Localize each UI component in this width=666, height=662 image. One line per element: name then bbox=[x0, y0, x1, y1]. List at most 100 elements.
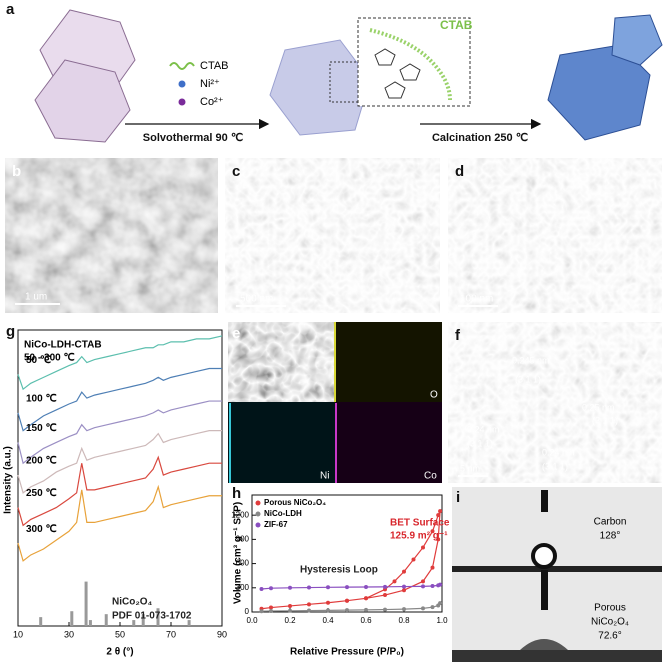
point bbox=[392, 579, 397, 584]
panel-e: e O Ni Co bbox=[228, 322, 442, 483]
legend-label: CTAB bbox=[200, 60, 229, 72]
series-line bbox=[17, 400, 222, 465]
point bbox=[269, 605, 273, 610]
point bbox=[421, 545, 425, 550]
point bbox=[345, 585, 349, 590]
x-tick-label: 50 bbox=[115, 629, 125, 639]
sem-image bbox=[5, 158, 218, 313]
sample-label: NiCo₂O₄ bbox=[591, 617, 629, 628]
point bbox=[326, 600, 330, 605]
crystal bbox=[34, 59, 131, 143]
plane-label: (3 1 1) bbox=[592, 415, 618, 425]
lattice-label: 0.24 nm bbox=[542, 447, 575, 457]
step-label: Solvothermal 90 ℃ bbox=[143, 132, 243, 144]
panel-label: f bbox=[455, 327, 461, 344]
x-tick-label: 30 bbox=[64, 629, 74, 639]
point bbox=[364, 596, 368, 601]
legend-marker bbox=[255, 522, 261, 528]
point bbox=[326, 585, 330, 590]
series-line bbox=[261, 510, 441, 610]
map-label: Co bbox=[424, 471, 437, 482]
annotation: Hysteresis Loop bbox=[300, 565, 378, 576]
panel-label: i bbox=[456, 489, 460, 506]
droplet bbox=[520, 639, 568, 650]
y-tick-label: 0 bbox=[245, 607, 250, 616]
point bbox=[345, 598, 349, 603]
y-tick-label: 300 bbox=[236, 583, 250, 592]
inset bbox=[357, 17, 471, 107]
panel-i: i Carbon 128° Porous NiCo₂O₄ 72.6° bbox=[452, 487, 662, 662]
point bbox=[402, 588, 406, 593]
series-label: 50 ℃ bbox=[26, 355, 51, 366]
needle bbox=[541, 490, 548, 512]
series-line bbox=[17, 335, 223, 391]
series-label: 300 ℃ bbox=[26, 524, 57, 535]
series-line bbox=[17, 430, 222, 494]
plane-label: (3 1 1) bbox=[542, 461, 568, 471]
legend-label: Porous NiCo₂O₄ bbox=[264, 498, 326, 507]
panel-label: b bbox=[12, 163, 21, 180]
point bbox=[421, 606, 425, 611]
x-tick-label: 70 bbox=[166, 629, 176, 639]
ni-icon bbox=[178, 80, 186, 88]
point bbox=[364, 584, 368, 589]
inset-label: CTAB bbox=[440, 18, 473, 32]
point bbox=[326, 608, 330, 613]
panel-label: g bbox=[6, 323, 15, 340]
panel-label: a bbox=[6, 1, 15, 18]
plane-label: (3 1 1) bbox=[515, 374, 541, 384]
series-label: 200 ℃ bbox=[26, 456, 57, 467]
x-tick-label: 0.8 bbox=[398, 616, 410, 625]
ctab-chain bbox=[369, 28, 452, 101]
y-axis-label: Intensity (a.u.) bbox=[3, 446, 14, 514]
substrate bbox=[452, 650, 662, 662]
panel-a: a Solvothermal 90 ℃ CTAB Ni²⁺ Co²⁺ CTAB … bbox=[6, 1, 663, 144]
x-axis-label: Relative Pressure (P/P₀) bbox=[290, 647, 404, 658]
product bbox=[611, 14, 663, 66]
ldh-cluster bbox=[269, 39, 371, 136]
point bbox=[430, 605, 435, 610]
annotation: BET Surface bbox=[390, 518, 450, 529]
lattice-label: 0.24 nm bbox=[467, 424, 500, 434]
point bbox=[421, 579, 425, 584]
plane-label: (3 1 1) bbox=[467, 438, 493, 448]
point bbox=[288, 608, 292, 613]
point bbox=[307, 602, 311, 607]
y-tick-label: 900 bbox=[236, 534, 250, 543]
point bbox=[402, 569, 406, 574]
annotation: PDF 01-073-1702 bbox=[112, 611, 192, 622]
co-map bbox=[335, 402, 442, 483]
point bbox=[436, 513, 441, 518]
legend-label: NiCo-LDH bbox=[264, 509, 302, 518]
chart-title: NiCo-LDH-CTAB bbox=[24, 340, 102, 351]
point bbox=[402, 607, 406, 612]
point bbox=[269, 586, 273, 591]
point bbox=[438, 601, 443, 606]
contact-image bbox=[452, 487, 662, 662]
y-tick-label: 1200 bbox=[231, 510, 249, 519]
scale-label: 500 nm bbox=[240, 294, 273, 305]
legend-marker bbox=[255, 500, 261, 506]
panel-b: b 1 um bbox=[5, 158, 218, 313]
x-tick-label: 90 bbox=[217, 629, 227, 639]
needle bbox=[541, 570, 548, 610]
o-map bbox=[335, 322, 442, 402]
ctab-icon bbox=[169, 62, 195, 70]
angle-label: 72.6° bbox=[598, 631, 621, 642]
legend-label: Ni²⁺ bbox=[200, 78, 220, 90]
lattice-label: 0.245 nm bbox=[512, 355, 550, 365]
droplet bbox=[531, 543, 557, 569]
map-label: O bbox=[430, 390, 438, 401]
point bbox=[430, 565, 435, 570]
point bbox=[269, 609, 273, 614]
tem-image bbox=[225, 158, 440, 313]
series-line bbox=[17, 484, 222, 562]
y-tick-label: 600 bbox=[236, 559, 250, 568]
sample-label: Carbon bbox=[594, 517, 627, 528]
annotation: 125.9 m² g⁻¹ bbox=[390, 531, 448, 542]
series-line bbox=[17, 367, 222, 432]
co-icon bbox=[178, 98, 186, 106]
point bbox=[364, 607, 368, 612]
series-line bbox=[17, 455, 222, 527]
